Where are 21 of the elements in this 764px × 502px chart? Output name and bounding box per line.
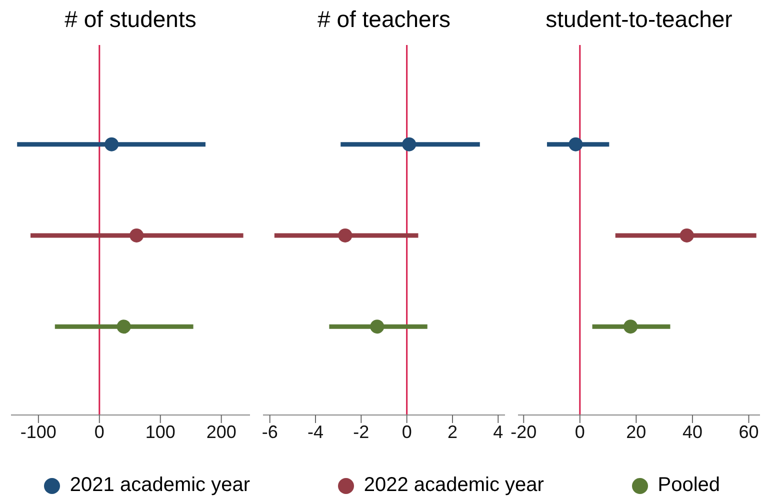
x-tick-label: 60 — [738, 422, 759, 442]
x-tick-label: 4 — [493, 422, 504, 442]
x-tick-label: 40 — [682, 422, 702, 442]
chart-title: # of teachers — [316, 6, 452, 33]
x-tick-label: 20 — [626, 422, 646, 442]
x-tick-label: 0 — [94, 422, 104, 442]
chart-title: student-to-teacher — [544, 6, 734, 33]
legend-label: 2021 academic year — [70, 474, 250, 497]
x-tick-label: -4 — [308, 422, 324, 442]
legend-label: Pooled — [658, 474, 720, 497]
x-tick-label: -20 — [510, 422, 537, 442]
x-tick-label: -2 — [353, 422, 370, 442]
x-tick-label: 2 — [447, 422, 458, 442]
x-tick-label: -6 — [262, 422, 278, 442]
x-tick-label: 100 — [145, 422, 176, 442]
chart-title: # of students — [64, 6, 198, 33]
x-tick-label: -100 — [20, 422, 56, 442]
x-tick-label: 200 — [206, 422, 236, 442]
x-tick-label: 0 — [574, 422, 585, 442]
x-tick-label: 0 — [402, 422, 412, 442]
legend-label: 2022 academic year — [364, 474, 544, 497]
